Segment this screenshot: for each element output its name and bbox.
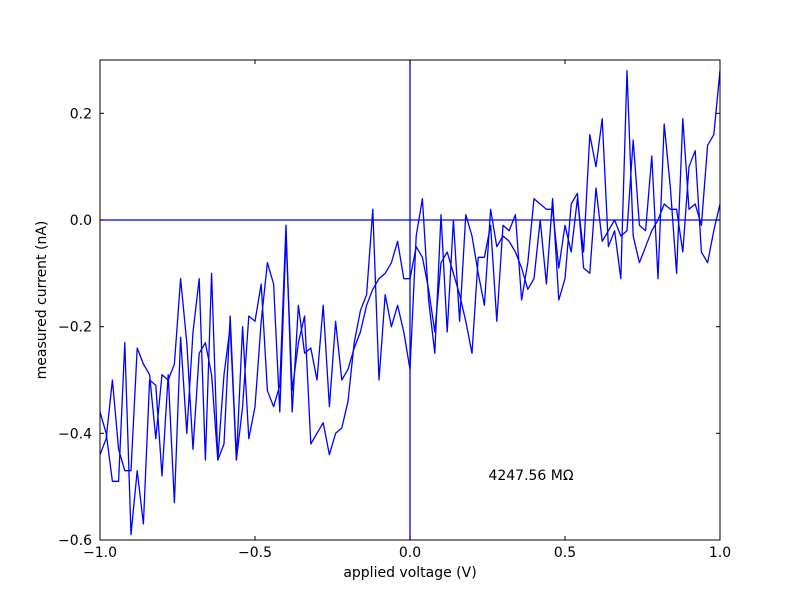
x-tick-label: 1.0	[709, 545, 731, 561]
y-tick-label: −0.2	[58, 320, 92, 336]
plot-frame	[99, 59, 721, 541]
axis-ticks: −1.0 −0.5 0.0 0.5 1.0 −0.6 −0.4 −0.2 0.0 0.2	[58, 60, 731, 561]
y-tick-label: 0.0	[70, 213, 92, 229]
y-axis-label: measured current (nA)	[34, 221, 50, 380]
y-tick-label: −0.6	[58, 533, 92, 549]
y-tick-label: −0.4	[58, 426, 92, 442]
x-tick-label: −1.0	[83, 545, 117, 561]
resistance-annotation: 4247.56 MΩ	[488, 468, 573, 484]
x-tick-label: 0.5	[554, 545, 576, 561]
x-tick-label: 0.0	[399, 545, 421, 561]
y-tick-label: 0.2	[70, 106, 92, 122]
x-axis-label: applied voltage (V)	[343, 565, 476, 581]
reference-lines	[100, 60, 720, 540]
x-tick-label: −0.5	[238, 545, 272, 561]
